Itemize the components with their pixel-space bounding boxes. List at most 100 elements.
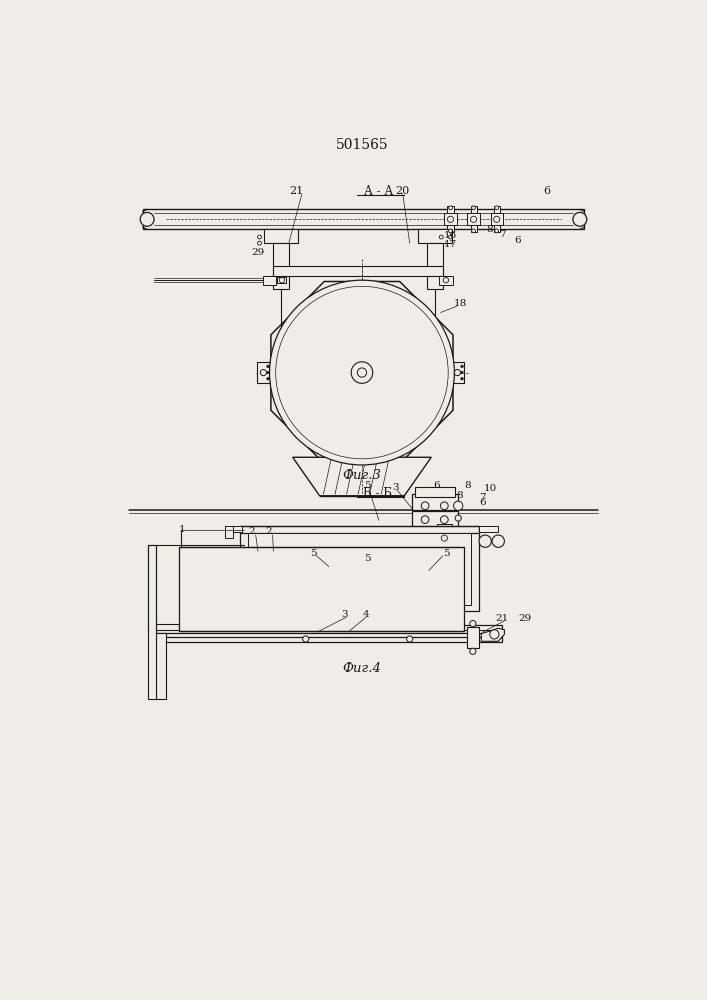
Polygon shape xyxy=(351,298,373,332)
Text: 2: 2 xyxy=(249,527,255,536)
Circle shape xyxy=(471,216,477,222)
Circle shape xyxy=(140,212,154,226)
Bar xyxy=(428,243,443,289)
Text: 7: 7 xyxy=(479,493,486,502)
Text: 29: 29 xyxy=(252,248,264,257)
Bar xyxy=(444,213,457,225)
Circle shape xyxy=(495,229,498,233)
Circle shape xyxy=(490,630,499,639)
Circle shape xyxy=(443,277,448,283)
Circle shape xyxy=(257,241,262,245)
Bar xyxy=(451,362,464,383)
Text: 6: 6 xyxy=(543,186,550,196)
Circle shape xyxy=(257,235,262,239)
Text: 8: 8 xyxy=(486,225,493,234)
Bar xyxy=(479,526,498,532)
Bar xyxy=(491,213,503,225)
Bar xyxy=(148,624,209,630)
Bar xyxy=(471,206,477,232)
Text: 21: 21 xyxy=(496,614,509,623)
Text: 8: 8 xyxy=(457,491,463,500)
Text: 10: 10 xyxy=(484,484,497,493)
Circle shape xyxy=(267,377,269,380)
Polygon shape xyxy=(388,611,431,637)
Polygon shape xyxy=(392,384,432,419)
Bar xyxy=(437,524,452,533)
Circle shape xyxy=(492,535,504,547)
Bar xyxy=(448,206,454,232)
Text: 6: 6 xyxy=(514,236,521,245)
Circle shape xyxy=(455,515,461,521)
Text: 3: 3 xyxy=(392,483,399,492)
Text: 4: 4 xyxy=(363,610,369,619)
Circle shape xyxy=(267,365,269,368)
Bar xyxy=(156,633,166,699)
Bar xyxy=(277,277,286,283)
Bar xyxy=(412,494,458,510)
Text: 6: 6 xyxy=(433,481,440,490)
Text: 17: 17 xyxy=(444,240,457,249)
Circle shape xyxy=(472,206,476,210)
Circle shape xyxy=(421,502,429,510)
Ellipse shape xyxy=(339,342,385,403)
Text: 21: 21 xyxy=(289,186,303,196)
Bar xyxy=(264,229,298,243)
Circle shape xyxy=(454,501,463,510)
Circle shape xyxy=(469,648,476,654)
Circle shape xyxy=(439,235,443,239)
Circle shape xyxy=(267,371,269,374)
Bar xyxy=(248,533,472,605)
Circle shape xyxy=(448,235,452,239)
Bar xyxy=(198,630,491,637)
Text: 5: 5 xyxy=(443,549,449,558)
Circle shape xyxy=(269,280,455,465)
Bar xyxy=(179,547,464,631)
Circle shape xyxy=(351,362,373,383)
Circle shape xyxy=(573,212,587,226)
Bar xyxy=(225,526,233,538)
Text: 6: 6 xyxy=(479,498,486,507)
Polygon shape xyxy=(293,457,431,496)
Text: Фиг.4: Фиг.4 xyxy=(342,662,381,675)
Circle shape xyxy=(455,369,460,376)
Bar xyxy=(274,266,443,276)
Bar xyxy=(467,627,479,648)
Circle shape xyxy=(279,277,284,283)
Bar xyxy=(412,511,458,527)
Bar xyxy=(225,526,242,532)
Bar xyxy=(439,276,452,285)
Polygon shape xyxy=(271,282,453,464)
Text: 5: 5 xyxy=(364,554,370,563)
Polygon shape xyxy=(292,326,332,361)
Text: 18: 18 xyxy=(454,299,467,308)
Circle shape xyxy=(448,216,454,222)
Circle shape xyxy=(472,229,476,233)
Text: Фиг.3: Фиг.3 xyxy=(342,469,381,482)
Text: 2: 2 xyxy=(265,527,272,536)
Bar xyxy=(493,206,500,232)
Circle shape xyxy=(461,377,464,380)
Text: 5: 5 xyxy=(310,549,317,558)
Circle shape xyxy=(495,206,498,210)
Polygon shape xyxy=(351,413,373,447)
Text: 8: 8 xyxy=(464,481,471,490)
Circle shape xyxy=(448,206,452,210)
Circle shape xyxy=(357,368,366,377)
Polygon shape xyxy=(284,611,327,637)
Bar xyxy=(274,243,288,289)
Bar xyxy=(415,487,455,497)
Bar xyxy=(148,545,156,699)
Circle shape xyxy=(421,516,429,523)
Bar xyxy=(257,362,269,383)
Bar xyxy=(156,625,502,642)
Text: 3: 3 xyxy=(341,610,348,619)
Bar xyxy=(467,213,480,225)
Circle shape xyxy=(493,216,500,222)
Polygon shape xyxy=(392,326,432,361)
Circle shape xyxy=(407,636,413,642)
Circle shape xyxy=(441,535,448,541)
Text: 501565: 501565 xyxy=(336,138,388,152)
Circle shape xyxy=(479,535,491,547)
Text: 5: 5 xyxy=(364,481,370,490)
Circle shape xyxy=(303,636,309,642)
